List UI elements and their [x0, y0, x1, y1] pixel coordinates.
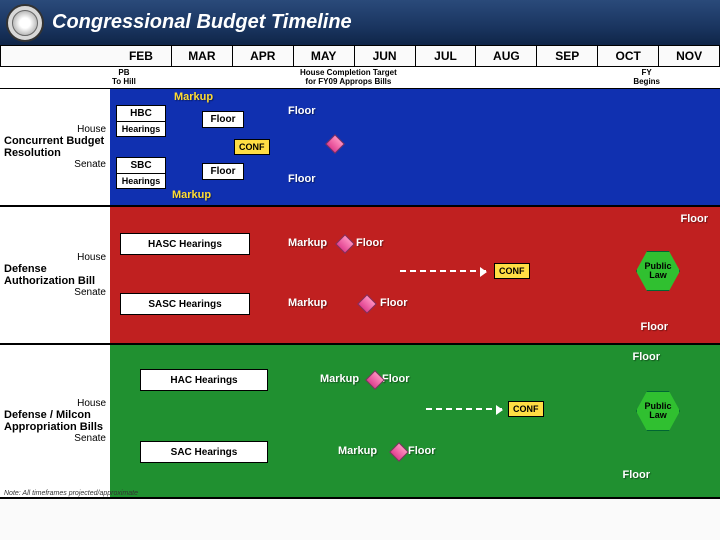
cbr-senate-label: Senate: [4, 159, 106, 170]
diamond-marker-1: [325, 134, 345, 154]
diamond-marker-3: [357, 294, 377, 314]
month-may: MAY: [293, 46, 354, 66]
dab-conf: CONF: [494, 263, 530, 279]
dab-floor-2: Floor: [380, 297, 408, 309]
timeline: FEBMARAPRMAYJUNJULAUGSEPOCTNOV PB To Hil…: [0, 46, 720, 499]
footnote: Note: All timeframes projected/approxima…: [4, 490, 138, 497]
hbc-hearings: Hearings: [116, 121, 166, 137]
dab-title: Defense Authorization Bill: [4, 263, 106, 287]
arrow-1: [400, 270, 486, 272]
month-header-row: FEBMARAPRMAYJUNJULAUGSEPOCTNOV: [0, 46, 720, 67]
dab-markup-2: Markup: [288, 297, 327, 309]
sub-header-row: PB To Hill House Completion Target for F…: [0, 67, 720, 89]
arrow-2: [426, 408, 502, 410]
dma-floor-1: Floor: [382, 373, 410, 385]
header-bar: Congressional Budget Timeline: [0, 0, 720, 46]
month-apr: APR: [232, 46, 293, 66]
page-title: Congressional Budget Timeline: [52, 11, 352, 34]
dab-senate-label: Senate: [4, 287, 106, 298]
cbr-floor-1: Floor: [202, 111, 244, 128]
month-nov: NOV: [658, 46, 719, 66]
fy-begins-label: FY Begins: [633, 68, 660, 86]
dma-markup-2: Markup: [338, 445, 377, 457]
cbr-floor-3: Floor: [202, 163, 244, 180]
house-target-label: House Completion Target for FY09 Approps…: [300, 68, 397, 86]
dab-markup-1: Markup: [288, 237, 327, 249]
hasc-hearings-box: HASC Hearings: [120, 233, 250, 255]
dab-house-label: House: [4, 252, 106, 263]
dma-floor-2: Floor: [408, 445, 436, 457]
dma-senate-label: Senate: [4, 433, 106, 444]
diamond-marker-2: [335, 234, 355, 254]
section-dab: House Defense Authorization Bill Senate …: [0, 207, 720, 345]
markup-label-1: Markup: [174, 91, 213, 103]
dma-house-label: House: [4, 398, 106, 409]
section-cbr: House Concurrent Budget Resolution Senat…: [0, 89, 720, 207]
sasc-hearings-box: SASC Hearings: [120, 293, 250, 315]
dma-conf: CONF: [508, 401, 544, 417]
section-dma: House Defense / Milcon Appropriation Bil…: [0, 345, 720, 499]
navy-seal-icon: [6, 4, 44, 42]
month-sep: SEP: [536, 46, 597, 66]
hbc-box: HBC: [116, 105, 166, 122]
month-mar: MAR: [171, 46, 232, 66]
cbr-title: Concurrent Budget Resolution: [4, 135, 106, 159]
sbc-box: SBC: [116, 157, 166, 174]
month-jun: JUN: [354, 46, 415, 66]
dab-floor-tr: Floor: [681, 213, 709, 225]
cbr-floor-4: Floor: [288, 173, 316, 185]
dma-floor-tr: Floor: [633, 351, 661, 363]
dab-public-law: Public Law: [636, 251, 680, 291]
pb-to-hill-label: PB To Hill: [112, 68, 136, 86]
diamond-marker-5: [389, 442, 409, 462]
cbr-house-label: House: [4, 124, 106, 135]
hac-hearings-box: HAC Hearings: [140, 369, 268, 391]
month-oct: OCT: [597, 46, 658, 66]
dma-title: Defense / Milcon Appropriation Bills: [4, 409, 106, 433]
markup-label-2: Markup: [172, 189, 211, 201]
cbr-conf: CONF: [234, 139, 270, 155]
sac-hearings-box: SAC Hearings: [140, 441, 268, 463]
sbc-hearings: Hearings: [116, 173, 166, 189]
dab-floor-br: Floor: [641, 321, 669, 333]
month-aug: AUG: [475, 46, 536, 66]
dma-markup-1: Markup: [320, 373, 359, 385]
dma-public-law: Public Law: [636, 391, 680, 431]
month-feb: FEB: [111, 46, 171, 66]
dab-floor-1: Floor: [356, 237, 384, 249]
month-jul: JUL: [415, 46, 476, 66]
dma-floor-br: Floor: [623, 469, 651, 481]
cbr-floor-2: Floor: [288, 105, 316, 117]
